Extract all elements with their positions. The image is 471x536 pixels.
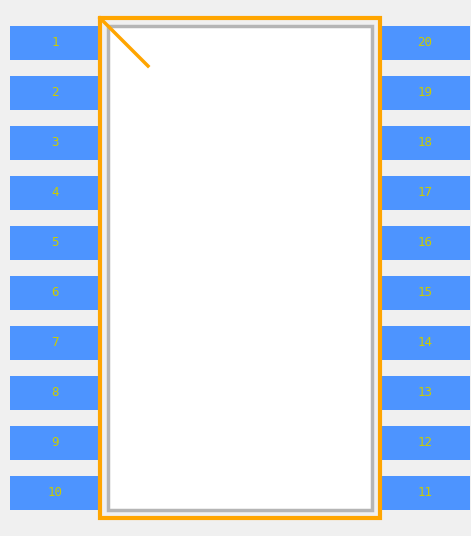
Text: 11: 11 bbox=[417, 487, 432, 500]
Bar bbox=[100, 18, 380, 518]
Bar bbox=[380, 476, 470, 510]
Text: 19: 19 bbox=[417, 86, 432, 100]
Bar bbox=[10, 426, 100, 460]
Text: 5: 5 bbox=[51, 236, 59, 249]
Bar bbox=[10, 376, 100, 410]
Bar bbox=[10, 226, 100, 260]
Text: 7: 7 bbox=[51, 337, 59, 349]
Text: 3: 3 bbox=[51, 137, 59, 150]
Bar bbox=[10, 26, 100, 60]
Text: 13: 13 bbox=[417, 386, 432, 399]
Text: 18: 18 bbox=[417, 137, 432, 150]
Bar bbox=[10, 326, 100, 360]
Text: 10: 10 bbox=[48, 487, 63, 500]
Text: 16: 16 bbox=[417, 236, 432, 249]
Bar bbox=[380, 26, 470, 60]
Text: 20: 20 bbox=[417, 36, 432, 49]
Bar bbox=[380, 226, 470, 260]
Bar bbox=[380, 76, 470, 110]
Text: 2: 2 bbox=[51, 86, 59, 100]
Text: 8: 8 bbox=[51, 386, 59, 399]
Text: 15: 15 bbox=[417, 287, 432, 300]
Text: 4: 4 bbox=[51, 187, 59, 199]
Text: 17: 17 bbox=[417, 187, 432, 199]
Bar bbox=[380, 276, 470, 310]
Bar bbox=[108, 26, 372, 510]
Text: 1: 1 bbox=[51, 36, 59, 49]
Bar bbox=[10, 126, 100, 160]
Text: 14: 14 bbox=[417, 337, 432, 349]
Bar bbox=[380, 176, 470, 210]
Bar bbox=[380, 126, 470, 160]
Bar bbox=[380, 326, 470, 360]
Text: 6: 6 bbox=[51, 287, 59, 300]
Bar bbox=[10, 76, 100, 110]
Bar bbox=[10, 476, 100, 510]
Bar bbox=[380, 426, 470, 460]
Text: 9: 9 bbox=[51, 436, 59, 450]
Bar bbox=[10, 176, 100, 210]
Text: 12: 12 bbox=[417, 436, 432, 450]
Bar bbox=[380, 376, 470, 410]
Bar bbox=[10, 276, 100, 310]
